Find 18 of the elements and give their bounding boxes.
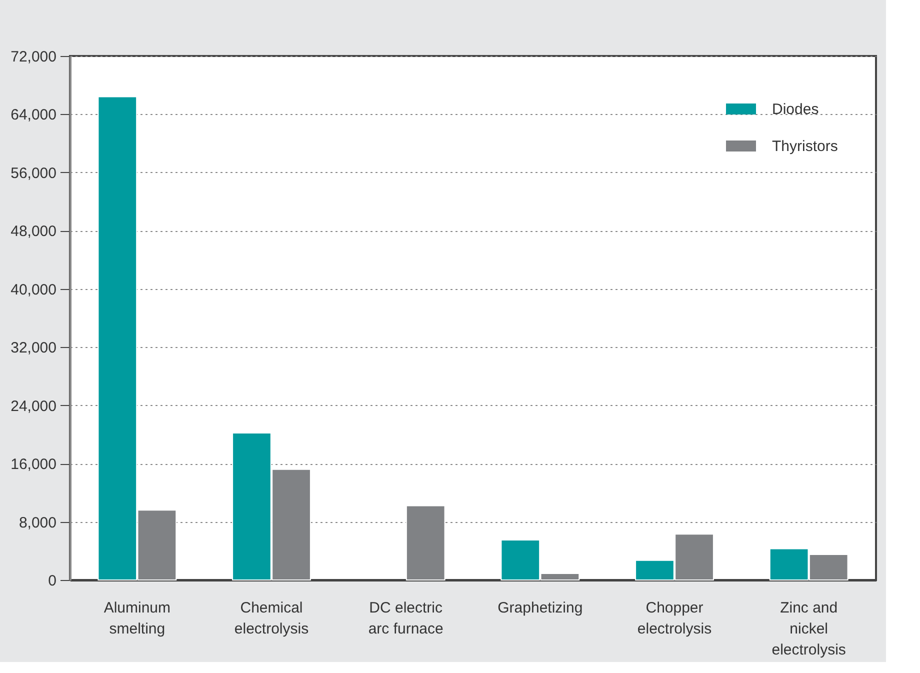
y-tick-label: 48,000 bbox=[10, 223, 56, 240]
y-tick-label: 16,000 bbox=[10, 456, 56, 474]
y-tick-label: 0 bbox=[48, 572, 56, 590]
y-tick-label: 24,000 bbox=[10, 398, 56, 415]
y-tick-label: 32,000 bbox=[10, 340, 56, 357]
x-tick-label: Graphetizing bbox=[498, 600, 583, 616]
x-tick-label: Chopper electrolysis bbox=[637, 600, 712, 638]
y-tick-label: 72,000 bbox=[10, 48, 56, 66]
x-tick-label: Chemical electrolysis bbox=[234, 600, 309, 638]
legend-label: Thyristors bbox=[772, 138, 838, 155]
legend-label: Diodes bbox=[772, 101, 819, 118]
y-tick-label: 64,000 bbox=[10, 106, 56, 124]
y-tick-label: 56,000 bbox=[10, 164, 56, 182]
y-tick-label: 40,000 bbox=[10, 281, 56, 298]
y-tick-label: 8,000 bbox=[18, 514, 56, 532]
x-tick-label: Zinc and nickel electrolysis bbox=[772, 600, 846, 658]
x-tick-label: DC electric arc furnace bbox=[368, 600, 444, 638]
x-tick-label: Aluminum smelting bbox=[104, 600, 171, 638]
